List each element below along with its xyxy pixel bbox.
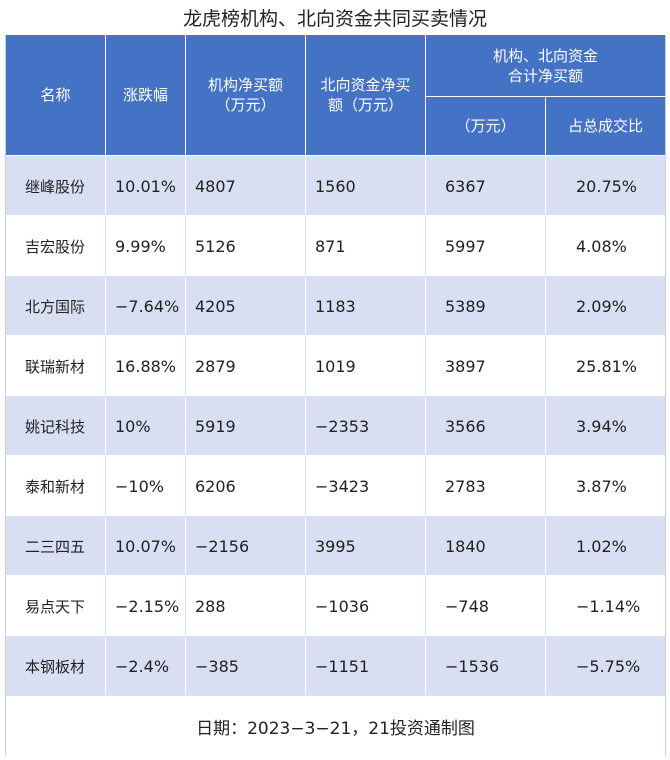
cell-pct: 20.75% — [576, 176, 638, 196]
cell-pct: 3.87% — [576, 476, 627, 496]
cell-pct: 3.94% — [576, 416, 627, 436]
data-table: 名称 涨跌幅 机构净买额 （万元） 北向资金净买 额（万元） 机构、北向资金 合… — [5, 35, 666, 756]
table-row: 吉宏股份 9.99% 5126 871 5997 4.08% — [6, 215, 665, 276]
cell-name: 吉宏股份 — [6, 216, 106, 276]
table-row: 继峰股份 10.01% 4807 1560 6367 20.75% — [6, 155, 665, 216]
cell-combined: 6367 — [426, 156, 546, 216]
cell-combined: 5997 — [426, 216, 546, 276]
cell-north-net: −1036 — [306, 576, 426, 636]
cell-name: 泰和新材 — [6, 456, 106, 516]
cell-name: 姚记科技 — [6, 396, 106, 456]
footer-caption: 日期：2023−3−21，21投资通制图 — [6, 695, 665, 756]
cell-combined: 1840 — [426, 516, 546, 576]
cell-inst-net: 6206 — [186, 456, 306, 516]
cell-inst-net: 5919 — [186, 396, 306, 456]
cell-pct: 25.81% — [576, 356, 638, 376]
cell-name: 继峰股份 — [6, 156, 106, 216]
cell-north-net: −2353 — [306, 396, 426, 456]
header-north-net: 北向资金净买 额（万元） — [306, 35, 426, 155]
cell-combined: 3566 — [426, 396, 546, 456]
cell-change: 16.88% — [106, 336, 186, 396]
header-name: 名称 — [6, 35, 106, 155]
cell-north-net: 871 — [306, 216, 426, 276]
cell-combined: 3897 — [426, 336, 546, 396]
header-combined-group: 机构、北向资金 合计净买额 — [426, 35, 665, 97]
cell-combined: −1536 — [426, 636, 546, 696]
cell-name: 易点天下 — [6, 576, 106, 636]
cell-north-net: 1560 — [306, 156, 426, 216]
cell-combined: −748 — [426, 576, 546, 636]
cell-inst-net: 5126 — [186, 216, 306, 276]
cell-pct: −5.75% — [576, 656, 641, 676]
table-row: 北方国际 −7.64% 4205 1183 5389 2.09% — [6, 275, 665, 336]
table-row: 二三四五 10.07% −2156 3995 1840 1.02% — [6, 515, 665, 576]
cell-north-net: 1183 — [306, 276, 426, 336]
cell-north-net: 3995 — [306, 516, 426, 576]
table-row: 易点天下 −2.15% 288 −1036 −748 −1.14% — [6, 575, 665, 636]
cell-inst-net: 4807 — [186, 156, 306, 216]
header-change: 涨跌幅 — [106, 35, 186, 155]
table-header: 名称 涨跌幅 机构净买额 （万元） 北向资金净买 额（万元） 机构、北向资金 合… — [6, 35, 665, 155]
cell-inst-net: 2879 — [186, 336, 306, 396]
cell-change: −10% — [106, 456, 186, 516]
cell-pct: 1.02% — [576, 536, 627, 556]
cell-inst-net: −385 — [186, 636, 306, 696]
header-combined-unit: （万元） — [426, 97, 546, 155]
cell-north-net: −3423 — [306, 456, 426, 516]
cell-name: 本钢板材 — [6, 636, 106, 696]
cell-inst-net: −2156 — [186, 516, 306, 576]
table-row: 泰和新材 −10% 6206 −3423 2783 3.87% — [6, 455, 665, 516]
cell-pct: 4.08% — [576, 236, 627, 256]
cell-change: −2.15% — [106, 576, 186, 636]
table-title: 龙虎榜机构、北向资金共同买卖情况 — [182, 8, 487, 30]
cell-name: 联瑞新材 — [6, 336, 106, 396]
header-inst-net: 机构净买额 （万元） — [186, 35, 306, 155]
cell-name: 北方国际 — [6, 276, 106, 336]
table-row: 联瑞新材 16.88% 2879 1019 3897 25.81% — [6, 335, 665, 396]
cell-combined: 2783 — [426, 456, 546, 516]
cell-north-net: −1151 — [306, 636, 426, 696]
header-turnover-pct: 占总成交比 — [567, 117, 643, 135]
cell-change: 9.99% — [106, 216, 186, 276]
table-row: 姚记科技 10% 5919 −2353 3566 3.94% — [6, 395, 665, 456]
cell-pct: 2.09% — [576, 296, 627, 316]
cell-inst-net: 4205 — [186, 276, 306, 336]
cell-change: 10.07% — [106, 516, 186, 576]
cell-inst-net: 288 — [186, 576, 306, 636]
cell-name: 二三四五 — [6, 516, 106, 576]
cell-change: 10% — [106, 396, 186, 456]
cell-change: −7.64% — [106, 276, 186, 336]
cell-change: −2.4% — [106, 636, 186, 696]
cell-north-net: 1019 — [306, 336, 426, 396]
cell-change: 10.01% — [106, 156, 186, 216]
cell-pct: −1.14% — [576, 596, 641, 616]
cell-combined: 5389 — [426, 276, 546, 336]
table-row: 本钢板材 −2.4% −385 −1151 −1536 −5.75% — [6, 635, 665, 696]
